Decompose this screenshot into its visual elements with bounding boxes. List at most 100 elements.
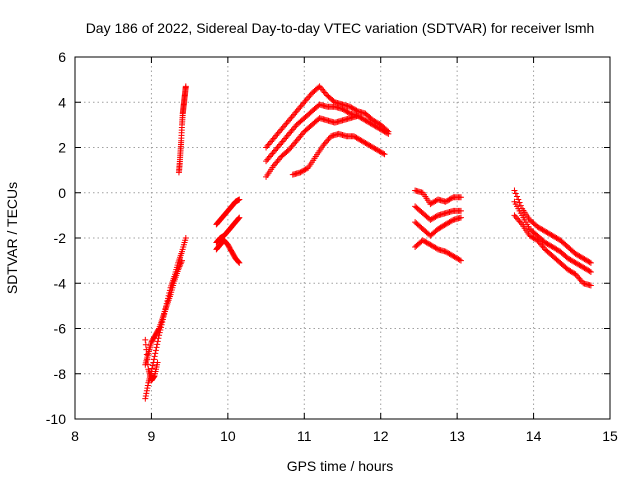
- series-arc-e3: [412, 214, 464, 239]
- y-tick-label: -4: [54, 275, 67, 291]
- y-tick-label: -10: [46, 411, 66, 427]
- data-point: [511, 187, 518, 194]
- data-point: [235, 215, 242, 222]
- data-point: [457, 214, 464, 221]
- data-point: [345, 109, 352, 116]
- y-tick-label: -6: [54, 321, 67, 337]
- data-point: [150, 373, 157, 380]
- series-arc-f3: [511, 212, 594, 289]
- y-tick-label: -2: [54, 230, 67, 246]
- data-point: [515, 196, 522, 203]
- series-arc-e2: [412, 203, 464, 223]
- data-point: [236, 214, 243, 221]
- data-point: [143, 390, 150, 397]
- data-point: [587, 282, 594, 289]
- series-arc-d4: [289, 130, 388, 178]
- data-point: [150, 356, 157, 363]
- data-point: [144, 385, 151, 392]
- x-tick-label: 9: [148, 428, 156, 444]
- data-point: [143, 387, 150, 394]
- chart-title: Day 186 of 2022, Sidereal Day-to-day VTE…: [86, 20, 595, 36]
- data-point: [182, 235, 189, 241]
- x-tick-label: 8: [71, 428, 79, 444]
- data-point: [236, 196, 243, 203]
- data-point: [149, 362, 156, 369]
- data-point: [512, 190, 519, 197]
- data-point: [142, 395, 149, 402]
- y-tick-label: -8: [54, 366, 67, 382]
- data-point: [354, 112, 361, 119]
- series-arc-a3: [142, 336, 161, 384]
- data-point: [516, 199, 523, 206]
- x-tick-label: 13: [449, 428, 465, 444]
- x-tick-label: 10: [220, 428, 236, 444]
- data-point: [149, 365, 156, 372]
- data-points: [142, 83, 594, 402]
- data-point: [433, 245, 440, 252]
- data-point: [144, 361, 151, 368]
- x-axis: 8 9 10 11 12 13 14 15: [71, 57, 618, 444]
- series-arc-f1: [511, 187, 594, 266]
- y-tick-label: 2: [58, 140, 66, 156]
- series-arc-e1: [412, 187, 464, 208]
- x-tick-label: 12: [373, 428, 389, 444]
- data-point: [433, 213, 440, 220]
- data-point: [457, 194, 464, 201]
- series-arc-c2: [213, 214, 243, 246]
- data-point: [154, 359, 161, 366]
- data-point: [151, 353, 158, 360]
- y-axis-label: SDTVAR / TECUs: [4, 182, 20, 294]
- data-point: [587, 268, 594, 275]
- data-point: [142, 341, 149, 348]
- data-point: [155, 335, 162, 342]
- series-arc-d3: [263, 112, 361, 180]
- data-point: [456, 256, 463, 263]
- data-point: [152, 350, 159, 357]
- x-axis-label: GPS time / hours: [287, 458, 394, 474]
- data-point: [143, 351, 150, 358]
- data-point: [236, 259, 243, 266]
- data-point: [449, 217, 456, 224]
- data-point: [179, 257, 185, 264]
- data-point: [586, 268, 593, 275]
- y-axis: -10 -8 -6 -4 -2 0 2 4 6: [46, 49, 610, 427]
- grid: [75, 57, 610, 419]
- data-point: [154, 338, 161, 345]
- data-point: [457, 207, 464, 214]
- data-point: [235, 259, 242, 266]
- x-tick-label: 11: [297, 428, 312, 444]
- data-point: [449, 195, 456, 202]
- series-arc-e4: [412, 237, 464, 264]
- data-point: [154, 341, 161, 348]
- series-arc-b: [175, 83, 189, 176]
- series-arc-f2: [511, 198, 594, 275]
- data-point: [284, 147, 291, 154]
- data-point: [381, 151, 388, 158]
- data-point: [182, 83, 189, 90]
- data-point: [457, 257, 464, 264]
- data-point: [514, 193, 521, 200]
- data-point: [384, 130, 391, 137]
- data-point: [587, 259, 594, 266]
- data-point: [385, 130, 392, 137]
- data-point: [517, 202, 524, 209]
- x-tick-label: 15: [602, 428, 618, 444]
- y-tick-label: 6: [58, 49, 66, 65]
- data-point: [586, 259, 593, 266]
- series-arc-a2: [142, 257, 185, 368]
- y-tick-label: 0: [58, 185, 66, 201]
- series-arc-d1: [263, 83, 392, 151]
- data-point: [144, 356, 151, 363]
- data-point: [152, 347, 159, 354]
- series-arc-c3: [213, 237, 243, 266]
- data-point: [153, 344, 160, 351]
- data-point: [380, 150, 387, 157]
- data-point: [143, 346, 150, 353]
- data-point: [303, 165, 310, 172]
- data-point: [142, 392, 149, 399]
- data-point: [144, 382, 151, 389]
- y-tick-label: 4: [58, 94, 66, 110]
- series-arc-c1: [213, 196, 243, 228]
- x-tick-label: 14: [526, 428, 542, 444]
